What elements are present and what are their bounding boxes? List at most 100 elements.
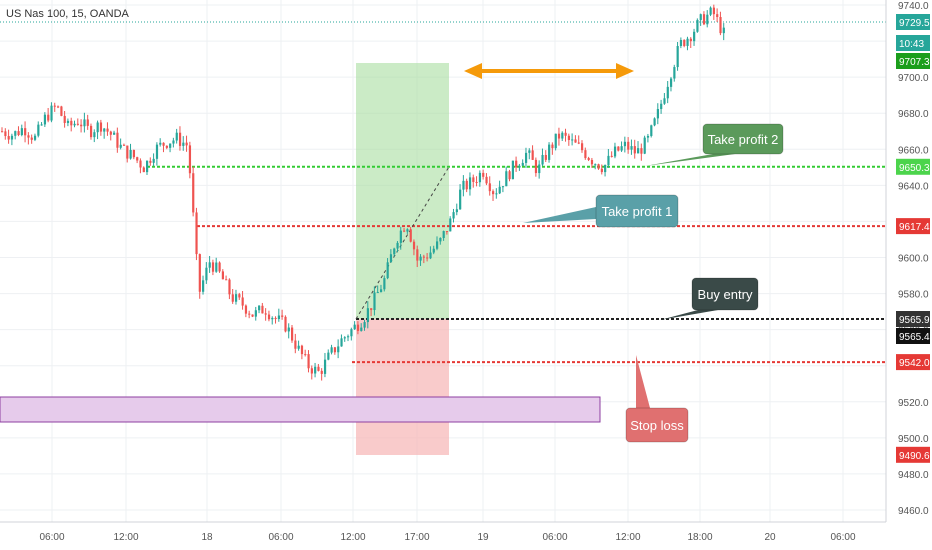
candle-body <box>557 133 561 139</box>
candle-body <box>182 142 185 146</box>
candle-body <box>350 329 353 337</box>
candle-body <box>317 366 320 371</box>
time-tick-label: 17:00 <box>404 532 429 543</box>
candle-body <box>244 305 248 314</box>
candle-body <box>284 316 287 332</box>
candle-body <box>304 354 307 356</box>
candle-body <box>396 242 399 249</box>
candle-body <box>422 256 426 258</box>
candle-body <box>712 7 716 15</box>
candle-body <box>66 120 70 123</box>
candle-body <box>27 135 30 138</box>
candle-body <box>195 212 198 255</box>
loss-zone <box>356 319 449 455</box>
price-tag-label: 9650.3 <box>899 163 930 174</box>
candle-body <box>534 159 538 174</box>
candle-body <box>653 118 656 126</box>
candle-body <box>202 280 205 292</box>
candle-body <box>669 78 673 87</box>
candle-body <box>314 366 317 374</box>
candle-body <box>449 218 452 232</box>
price-tick-label: 9740.0 <box>898 1 929 12</box>
candle-body <box>693 31 696 42</box>
candle-body <box>577 142 580 144</box>
candle-body <box>300 345 304 355</box>
price-tag-label: 9707.3 <box>899 57 930 68</box>
profit-zone <box>356 63 449 320</box>
callout-label: Take profit 2 <box>708 132 779 147</box>
trade-zones <box>0 63 601 455</box>
annotation-callouts[interactable]: Take profit 2 Take profit 1 Buy entry Stop … <box>523 123 784 443</box>
candle-body <box>215 262 218 272</box>
candle-body <box>640 148 643 154</box>
candle-body <box>70 120 73 126</box>
candle-body <box>347 336 350 338</box>
candle-body <box>716 14 719 18</box>
candle-body <box>63 115 66 123</box>
candle-body <box>445 231 449 233</box>
candle-body <box>254 310 257 317</box>
candle-body <box>709 7 712 15</box>
price-tag-label: 9565.9 <box>899 315 930 326</box>
time-tick-label: 06:00 <box>39 532 64 543</box>
candle-body <box>683 39 686 46</box>
candle-body <box>475 181 478 183</box>
candle-body <box>20 128 23 136</box>
candle-body <box>122 144 126 146</box>
candle-body <box>511 160 514 180</box>
candle-body <box>50 105 53 121</box>
candle-body <box>702 14 706 25</box>
candle-body <box>152 158 155 163</box>
candle-body <box>73 123 76 126</box>
candle-body <box>699 14 702 20</box>
candle-body <box>271 317 274 320</box>
time-tick-label: 06:00 <box>542 532 567 543</box>
candle-body <box>47 114 50 121</box>
candle-body <box>722 27 725 34</box>
candle-body <box>666 86 669 99</box>
candle-body <box>57 106 60 108</box>
candle-body <box>459 189 462 210</box>
candle-body <box>211 262 215 272</box>
candle-body <box>554 133 557 149</box>
candle-body <box>581 143 584 151</box>
price-tick-label: 9460.0 <box>898 506 929 517</box>
candle-body <box>637 148 640 154</box>
support-zone <box>0 396 601 423</box>
candle-body <box>689 38 692 42</box>
candle-body <box>4 131 7 137</box>
candle-body <box>274 317 277 320</box>
candle-body <box>673 67 676 79</box>
time-tick-label: 19 <box>477 532 489 543</box>
candle-body <box>238 294 241 298</box>
candle-body <box>136 157 139 161</box>
candle-body <box>472 177 475 182</box>
candle-body <box>492 191 495 195</box>
price-tick-label: 9480.0 <box>898 470 929 481</box>
candle-body <box>482 172 485 177</box>
candle-body <box>109 131 112 135</box>
callout-box <box>595 194 679 228</box>
price-tick-label: 9580.0 <box>898 290 929 301</box>
candle-body <box>541 154 544 165</box>
candle-body <box>119 144 122 148</box>
time-axis[interactable]: 06:00 12:00 18 06:00 12:00 17:00 19 06:00 12:00 1… <box>0 521 886 550</box>
price-tag <box>896 158 930 175</box>
candle-body <box>452 212 455 219</box>
candle-body <box>567 135 571 140</box>
candle-body <box>162 142 165 146</box>
price-tick-label: 9700.0 <box>898 73 929 84</box>
level-lines <box>0 21 886 364</box>
candle-body <box>307 354 310 369</box>
candle-body <box>376 292 379 294</box>
candle-body <box>597 164 600 169</box>
candle-body <box>340 338 343 347</box>
candle-body <box>192 173 195 213</box>
candle-body <box>360 327 363 331</box>
candle-body <box>30 137 33 140</box>
price-axis[interactable]: 9740.09720.09700.09680.09660.09640.09620… <box>885 0 932 550</box>
candle-body <box>155 144 159 159</box>
candle-body <box>310 368 313 374</box>
price-tags: 9729.5 10:43 9707.3 9650.3 9617.4 9565.9 9565.… <box>896 14 930 463</box>
